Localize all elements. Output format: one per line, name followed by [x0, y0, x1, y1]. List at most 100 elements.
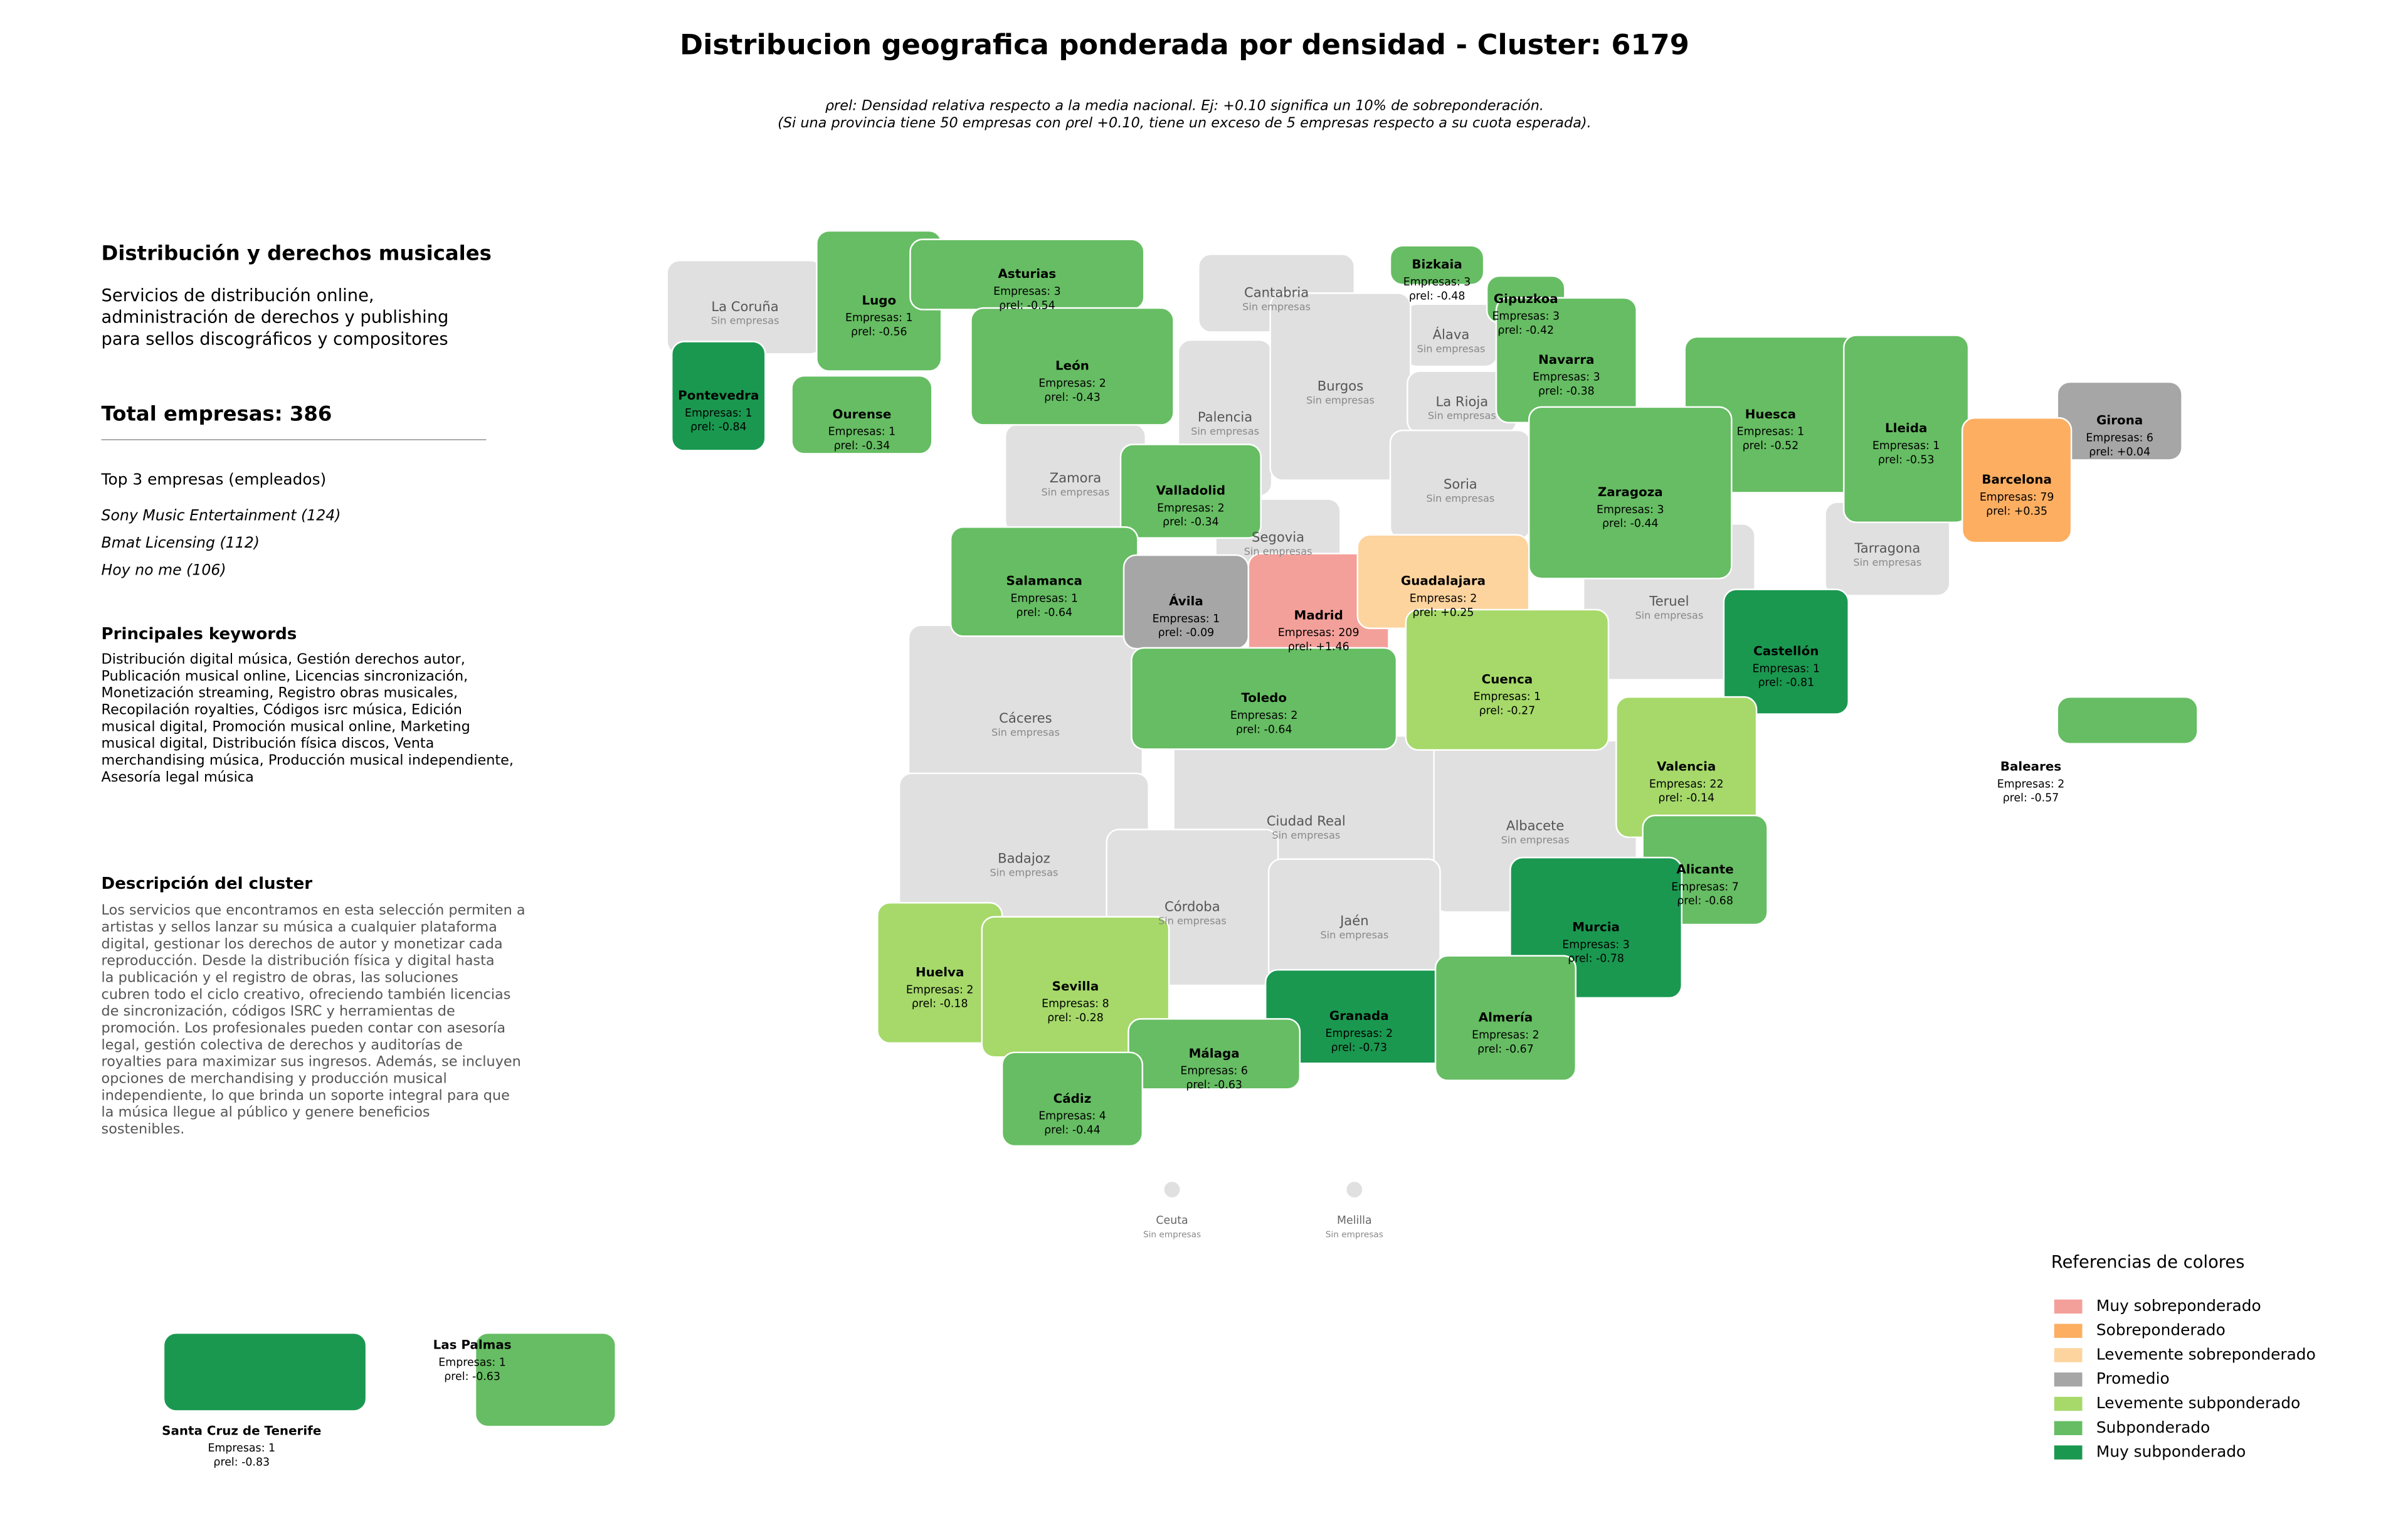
province-rho: ρrel: -0.63 [444, 1371, 500, 1383]
province-rho: ρrel: +0.04 [2089, 446, 2150, 459]
province-name: Ávila [1169, 594, 1203, 608]
province-name: Cáceres [999, 710, 1052, 726]
province-status: Sin empresas [1242, 300, 1311, 312]
province-name: Pontevedra [678, 388, 759, 403]
keywords-heading: Principales keywords [102, 625, 297, 644]
province-status: Sin empresas [1417, 342, 1485, 354]
panel-text: musical digital, Promoción musical onlin… [102, 718, 470, 735]
province [1389, 245, 1485, 285]
panel-text: digital, gestionar los derechos de autor… [102, 936, 503, 952]
panel-text: artistas y sellos lanzar su música a cua… [102, 919, 497, 935]
legend-title: Referencias de colores [2051, 1253, 2245, 1272]
panel-text: merchandising música, Producción musical… [102, 752, 514, 768]
province-status: Sin empresas [1272, 829, 1340, 841]
province-rho: ρrel: -0.56 [851, 326, 907, 339]
province-name: Lleida [1885, 421, 1927, 435]
total: Total empresas: 386 [102, 401, 332, 425]
province [1119, 443, 1262, 539]
province-name: Melilla [1337, 1214, 1372, 1227]
legend-swatch [2054, 1372, 2083, 1387]
panel-text: para sellos discográficos y compositores [102, 329, 448, 349]
province-name: Las Palmas [433, 1338, 512, 1352]
province-rho: ρrel: -0.64 [1236, 723, 1292, 736]
province-name: La Coruña [711, 299, 778, 314]
cluster-heading: Descripción del cluster [102, 874, 313, 893]
province-name: Asturias [998, 267, 1057, 281]
province [791, 374, 933, 455]
province-status: Sin empresas [711, 315, 779, 327]
panel-text: Monetización streaming, Registro obras m… [102, 685, 458, 701]
panel-text: Publicación musical online, Licencias si… [102, 668, 468, 684]
subtitle: ρrel: Densidad relativa respecto a la me… [825, 98, 1544, 114]
province-name: Zamora [1050, 470, 1102, 485]
province-rho: ρrel: -0.43 [1044, 391, 1101, 404]
province-rho: ρrel: -0.34 [1163, 516, 1219, 529]
panel-text: promoción. Los profesionales pueden cont… [102, 1020, 506, 1036]
legend-swatch [2054, 1324, 2083, 1338]
province-name: Bizkaia [1412, 257, 1462, 272]
panel-text: la publicación y el registro de obras, l… [102, 970, 458, 986]
legend-swatch [2054, 1299, 2083, 1314]
province-name: La Rioja [1436, 393, 1489, 409]
province-name: Badajoz [998, 851, 1050, 866]
province-status: Sin empresas [1501, 834, 1570, 846]
panel-text: musical digital, Distribución física dis… [102, 735, 435, 751]
legend-swatch [2054, 1396, 2083, 1411]
province-count: Empresas: 3 [993, 285, 1061, 298]
province-count: Empresas: 3 [1403, 276, 1471, 289]
province-rho: ρrel: -0.78 [1568, 953, 1624, 965]
province-count: Empresas: 3 [1533, 371, 1600, 384]
province-rho: ρrel: -0.38 [1538, 385, 1595, 398]
province-rho: ρrel: -0.64 [1016, 607, 1072, 619]
province-rho: ρrel: -0.57 [2003, 792, 2059, 805]
province-name: Toledo [1241, 691, 1287, 705]
province-count: Empresas: 1 [1872, 440, 1940, 452]
map [162, 230, 2199, 1428]
province-rho: ρrel: -0.53 [1878, 454, 1935, 466]
province-count: Empresas: 3 [1597, 504, 1664, 516]
province-count: Empresas: 2 [906, 984, 974, 996]
title: Distribucion geografica ponderada por de… [680, 28, 1689, 61]
province-status: Sin empresas [1635, 609, 1703, 621]
panel-text: sostenibles. [102, 1121, 185, 1137]
province-count: Empresas: 2 [1410, 593, 1477, 605]
panel-text: Distribución digital música, Gestión der… [102, 651, 465, 667]
province-count: Empresas: 2 [1472, 1029, 1539, 1041]
province-name: Tarragona [1854, 540, 1920, 556]
province-rho: ρrel: -0.27 [1479, 704, 1536, 717]
province-name: Navarra [1538, 353, 1594, 367]
legend-swatch [2054, 1348, 2083, 1362]
province [474, 1332, 616, 1428]
panel-text: cubren todo el ciclo creativo, ofreciend… [102, 986, 511, 1002]
province-rho: ρrel: -0.73 [1331, 1041, 1387, 1054]
panel-text: Bmat Licensing (112) [102, 534, 260, 551]
province-rho: ρrel: +1.46 [1288, 641, 1349, 654]
province-name: Zaragoza [1598, 485, 1663, 499]
province-status: Sin empresas [1143, 1230, 1201, 1240]
province-rho: ρrel: -0.63 [1186, 1079, 1242, 1091]
province-count: Empresas: 7 [1671, 881, 1739, 893]
province-name: León [1055, 359, 1089, 373]
province-rho: ρrel: -0.68 [1677, 895, 1733, 908]
province-name: Lugo [862, 293, 896, 307]
panel-text: de sincronización, códigos ISRC y herram… [102, 1003, 455, 1019]
province-count: Empresas: 1 [1474, 691, 1541, 703]
top-heading: Top 3 empresas (empleados) [101, 470, 327, 489]
province-count: Empresas: 3 [1492, 310, 1560, 323]
province-name: Santa Cruz de Tenerife [162, 1423, 321, 1438]
province-count: Empresas: 1 [1737, 426, 1805, 438]
province-count: Empresas: 209 [1278, 627, 1360, 639]
province-name: Jaén [1339, 913, 1369, 928]
province-status: Sin empresas [1244, 545, 1312, 557]
province-name: Segovia [1252, 529, 1304, 545]
province-rho: ρrel: -0.84 [690, 421, 747, 433]
province-rho: ρrel: -0.83 [213, 1456, 270, 1468]
panel-text: Recopilación royalties, Códigos isrc mús… [102, 702, 462, 718]
province-name: Huesca [1745, 407, 1796, 422]
panel-text: opciones de merchandising y producción m… [102, 1071, 447, 1087]
province-status: Sin empresas [1306, 394, 1375, 406]
province [1346, 1182, 1363, 1197]
province [1164, 1182, 1180, 1197]
province-count: Empresas: 1 [828, 426, 896, 438]
